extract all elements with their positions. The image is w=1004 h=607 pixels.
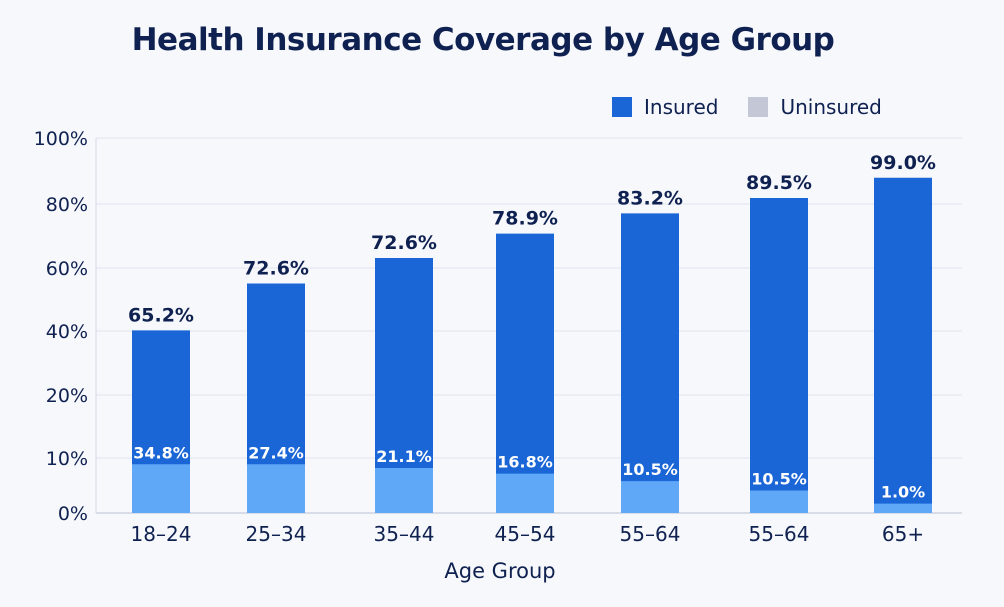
y-tick-label: 40% (46, 321, 88, 343)
x-tick-label: 25–34 (246, 522, 307, 546)
legend-swatch-uninsured (748, 97, 769, 117)
data-label-insured: 72.6% (243, 258, 309, 280)
bar-uninsured (132, 464, 190, 513)
data-label-uninsured: 34.8% (133, 443, 189, 462)
bar-uninsured (375, 468, 433, 513)
bar-insured (621, 213, 679, 513)
legend-label-insured: Insured (644, 95, 719, 119)
bar-uninsured (247, 464, 305, 513)
y-tick-label: 80% (46, 194, 88, 216)
x-tick-label: 65+ (882, 522, 924, 546)
y-tick-label: 60% (46, 258, 88, 280)
bar-uninsured (750, 490, 808, 513)
chart-title: Health Insurance Coverage by Age Group (131, 22, 835, 58)
data-label-uninsured: 10.5% (751, 470, 807, 489)
bar-insured (874, 177, 932, 513)
y-tick-label: 100% (34, 128, 88, 150)
y-tick-label: 10% (46, 448, 88, 470)
x-tick-label: 55–64 (749, 522, 810, 546)
y-tick-label: 0% (58, 503, 88, 525)
data-label-insured: 78.9% (492, 208, 558, 230)
legend-swatch-insured (612, 97, 632, 117)
bar-insured (496, 233, 554, 513)
data-label-insured: 99.0% (870, 152, 936, 174)
x-tick-label: 45–54 (495, 522, 556, 546)
data-label-uninsured: 10.5% (622, 460, 678, 479)
legend: Insured Uninsured (612, 95, 912, 119)
data-label-uninsured: 27.4% (248, 443, 304, 462)
x-tick-label: 18–24 (131, 522, 192, 546)
data-label-uninsured: 16.8% (497, 453, 553, 472)
x-tick-label: 55–64 (620, 522, 681, 546)
x-axis-title: Age Group (444, 559, 555, 583)
data-label-insured: 83.2% (617, 187, 683, 209)
bar-uninsured (621, 481, 679, 513)
legend-item-uninsured[interactable]: Uninsured (748, 95, 882, 119)
bar-insured (750, 198, 808, 513)
data-label-uninsured: 21.1% (376, 447, 432, 466)
legend-label-uninsured: Uninsured (780, 95, 882, 119)
data-label-uninsured: 1.0% (881, 483, 925, 502)
x-tick-label: 35–44 (374, 522, 435, 546)
bar-uninsured (496, 473, 554, 513)
data-label-insured: 89.5% (746, 172, 812, 194)
y-tick-label: 20% (46, 385, 88, 407)
legend-item-insured[interactable]: Insured (612, 95, 718, 119)
bar-uninsured (874, 503, 932, 513)
data-label-insured: 65.2% (128, 304, 194, 326)
data-label-insured: 72.6% (371, 232, 437, 254)
